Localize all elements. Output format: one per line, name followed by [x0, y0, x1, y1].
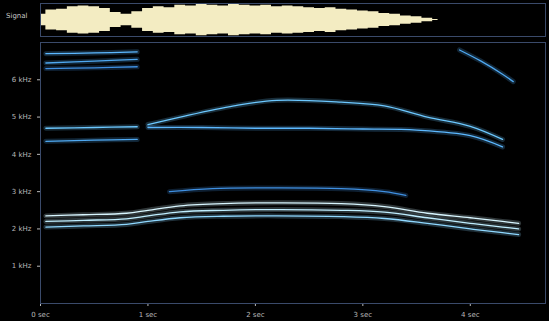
svg-text:1 sec: 1 sec: [139, 311, 158, 319]
svg-text:2 sec: 2 sec: [246, 311, 265, 319]
svg-text:5 kHz: 5 kHz: [12, 113, 32, 121]
svg-text:4 sec: 4 sec: [461, 311, 480, 319]
svg-text:2 kHz: 2 kHz: [12, 225, 32, 233]
svg-text:3 sec: 3 sec: [354, 311, 373, 319]
html-text:Signal: Signal: [6, 12, 28, 20]
svg-text:1 kHz: 1 kHz: [12, 262, 32, 270]
svg-text:3 kHz: 3 kHz: [12, 188, 32, 196]
svg-text:6 kHz: 6 kHz: [12, 76, 32, 84]
svg-text:0 sec: 0 sec: [31, 311, 50, 319]
svg-text:4 kHz: 4 kHz: [12, 151, 32, 159]
